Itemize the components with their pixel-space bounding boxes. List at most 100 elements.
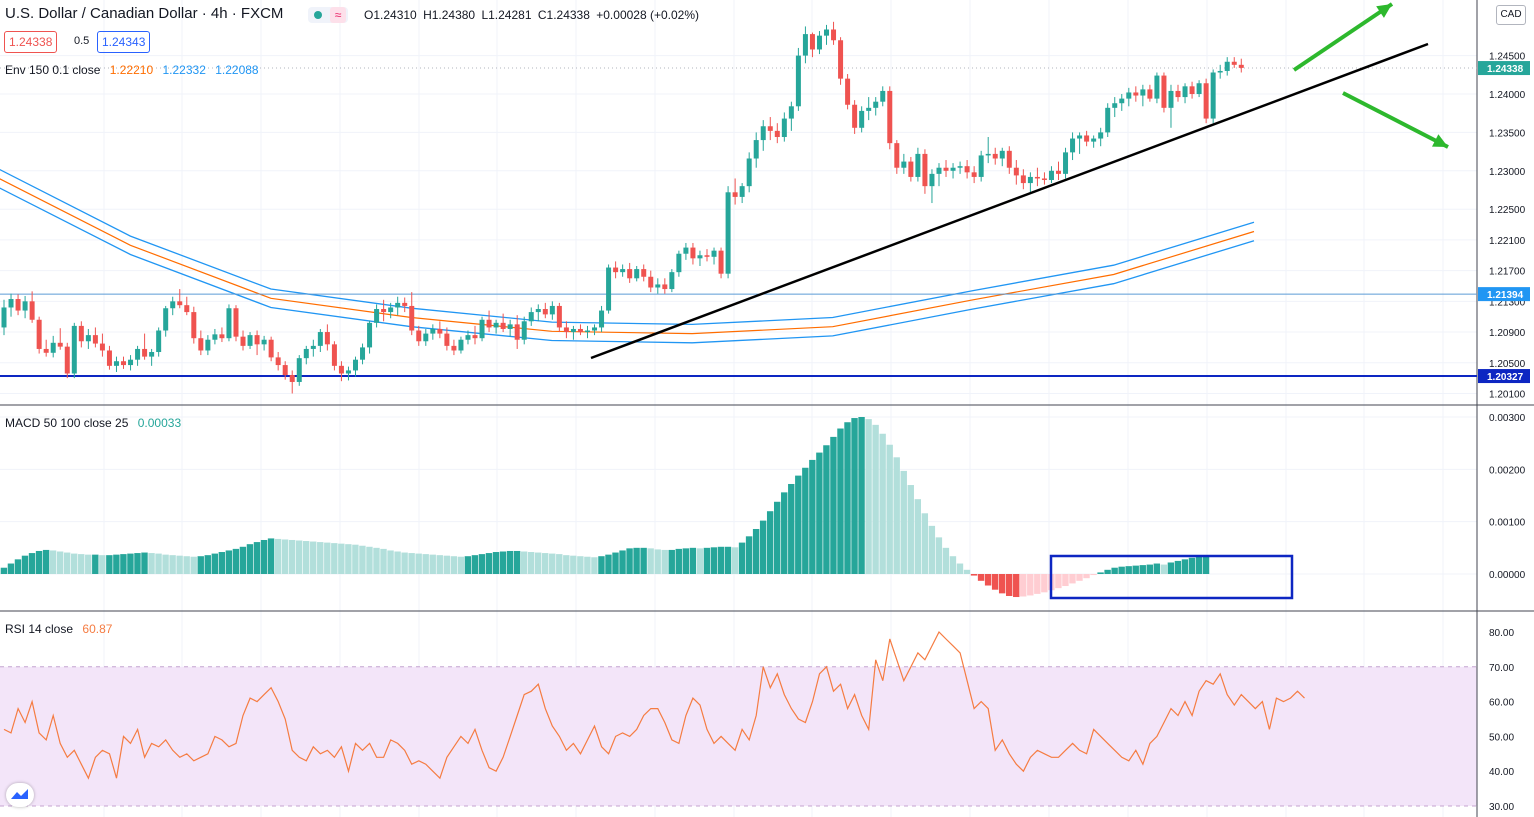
macd-bar — [211, 553, 218, 574]
candle-body — [535, 309, 541, 313]
price-tick-label: 1.20900 — [1489, 328, 1526, 339]
candle — [1210, 69, 1216, 124]
candle — [226, 304, 232, 342]
down-arrow-icon — [1342, 91, 1449, 149]
macd-tick-label: 0.00100 — [1489, 518, 1526, 529]
price-tick-label: 1.22100 — [1489, 236, 1526, 247]
candle — [774, 123, 780, 144]
macd-bar — [654, 549, 661, 574]
candle-body — [760, 126, 766, 141]
candle — [809, 32, 815, 58]
rsi-legend[interactable]: RSI 14 close 60.87 — [5, 622, 112, 636]
candle-body — [1098, 132, 1104, 139]
candle — [367, 320, 373, 354]
candle-body — [1119, 98, 1125, 104]
candle — [128, 355, 134, 371]
candle-body — [282, 365, 288, 376]
candle-body — [113, 361, 119, 366]
candle-body — [353, 359, 358, 371]
ohlc-close: C1.24338 — [537, 8, 590, 22]
macd-bar — [436, 555, 443, 574]
macd-bar — [401, 552, 408, 574]
buy-button[interactable]: 1.24343 — [97, 31, 151, 53]
candle-body — [1196, 83, 1202, 95]
candle — [395, 296, 401, 316]
macd-bar — [499, 551, 507, 574]
macd-bar — [1111, 567, 1118, 574]
macd-bar — [647, 548, 654, 574]
envelope-basis-value: 1.22210 — [109, 63, 154, 77]
approximate-icon: ≈ — [330, 7, 346, 23]
candle — [360, 343, 366, 365]
candle — [732, 178, 738, 205]
market-status[interactable]: ≈ — [308, 7, 348, 23]
macd-bar — [204, 555, 211, 574]
sell-button[interactable]: 1.24338 — [4, 31, 58, 53]
candle — [1231, 57, 1237, 68]
candle-body — [845, 78, 851, 105]
macd-bar — [113, 554, 120, 574]
macd-bar — [921, 513, 929, 574]
candle-body — [367, 322, 373, 348]
symbol-title: U.S. Dollar / Canadian Dollar · 4h · FXC… — [5, 5, 284, 22]
macd-bar — [394, 551, 401, 574]
candle-body — [226, 308, 232, 339]
macd-bar — [28, 553, 36, 574]
candle — [584, 325, 590, 339]
candle — [1041, 172, 1047, 185]
candle-body — [985, 153, 991, 156]
candle-body — [957, 166, 963, 168]
macd-bar — [1146, 564, 1153, 574]
macd-bar — [471, 555, 479, 574]
candle — [936, 163, 942, 187]
macd-bar — [239, 546, 247, 574]
candle — [887, 86, 893, 150]
candle-body — [929, 173, 935, 187]
candle-body — [613, 267, 619, 273]
tradingview-logo[interactable] — [6, 783, 34, 807]
macd-bar — [506, 550, 514, 574]
macd-bar — [1188, 557, 1196, 574]
macd-tick-label: 0.00200 — [1489, 465, 1526, 476]
candle — [1105, 103, 1111, 138]
resistance-price-tag-text: 1.21394 — [1487, 290, 1524, 301]
candle — [219, 327, 225, 343]
candle-body — [662, 284, 668, 290]
macd-bar — [443, 555, 450, 574]
candle — [641, 264, 647, 282]
candle-body — [556, 305, 562, 328]
candle-body — [1154, 75, 1160, 99]
candle — [71, 322, 77, 379]
macd-bar — [1104, 569, 1111, 574]
macd-bar — [675, 548, 682, 574]
macd-histogram — [0, 417, 1210, 598]
macd-bar — [1139, 565, 1146, 574]
macd-bar — [844, 422, 851, 574]
candle — [275, 352, 281, 371]
rsi-tick-label: 40.00 — [1489, 767, 1514, 778]
envelope-legend[interactable]: Env 150 0.1 close 1.22210 1.22332 1.2208… — [5, 63, 259, 77]
candle-body — [704, 255, 710, 257]
macd-bar — [92, 554, 99, 574]
candle — [929, 169, 935, 204]
current-price-tag-text: 1.24338 — [1487, 64, 1524, 75]
candle-body — [964, 166, 970, 173]
candle-body — [71, 325, 77, 374]
candle — [901, 153, 907, 174]
macd-bar — [1034, 574, 1041, 594]
envelope-upper-value: 1.22332 — [162, 63, 206, 77]
macd-bar — [56, 551, 64, 574]
candle — [121, 356, 127, 369]
candle — [1224, 57, 1230, 76]
macd-bar — [288, 539, 296, 574]
candle-body — [1168, 90, 1174, 108]
price-tick-label: 1.24500 — [1489, 52, 1526, 63]
candle-body — [1140, 89, 1146, 96]
macd-bar — [1062, 574, 1069, 587]
currency-button[interactable]: CAD — [1496, 5, 1526, 25]
candle — [268, 336, 274, 362]
ohlc-high: H1.24380 — [423, 8, 476, 22]
macd-bar — [781, 492, 788, 574]
macd-legend[interactable]: MACD 50 100 close 25 0.00033 — [5, 416, 181, 430]
